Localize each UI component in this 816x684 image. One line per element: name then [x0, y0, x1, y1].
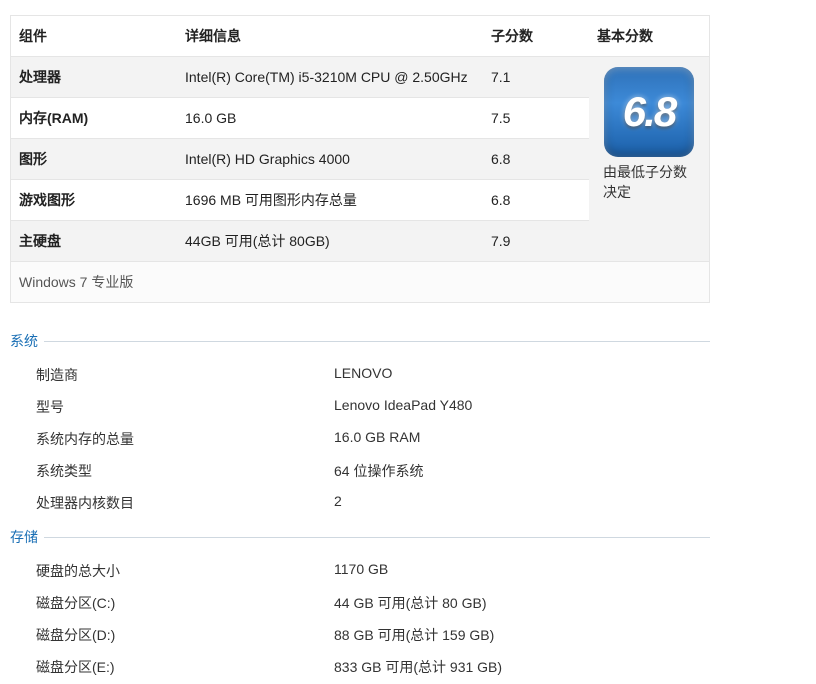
- kv-key: 制造商: [36, 365, 334, 385]
- list-item: 磁盘分区(D:) 88 GB 可用(总计 159 GB): [10, 619, 710, 651]
- kv-value: 44 GB 可用(总计 80 GB): [334, 593, 486, 613]
- storage-section: 存储 硬盘的总大小 1170 GB 磁盘分区(C:) 44 GB 可用(总计 8…: [10, 527, 710, 683]
- list-item: 硬盘的总大小 1170 GB: [10, 555, 710, 587]
- kv-value: 833 GB 可用(总计 931 GB): [334, 657, 502, 677]
- list-item: 系统类型 64 位操作系统: [10, 455, 710, 487]
- table-header-row: 组件 详细信息 子分数 基本分数: [11, 16, 710, 57]
- base-score-note: 由最低子分数决定: [597, 163, 701, 202]
- kv-value: 88 GB 可用(总计 159 GB): [334, 625, 494, 645]
- kv-value: 2: [334, 493, 342, 513]
- section-header-system: 系统: [10, 331, 710, 351]
- cell-component: 内存(RAM): [11, 98, 178, 139]
- section-rule: [44, 341, 710, 342]
- col-header-detail: 详细信息: [177, 16, 483, 57]
- table-row: 处理器 Intel(R) Core(TM) i5-3210M CPU @ 2.5…: [11, 57, 710, 98]
- cell-subscore: 7.5: [483, 98, 589, 139]
- kv-value: 16.0 GB RAM: [334, 429, 420, 449]
- kv-key: 系统内存的总量: [36, 429, 334, 449]
- section-title: 存储: [10, 527, 38, 547]
- kv-value: Lenovo IdeaPad Y480: [334, 397, 472, 417]
- kv-key: 硬盘的总大小: [36, 561, 334, 581]
- cell-detail: Intel(R) Core(TM) i5-3210M CPU @ 2.50GHz: [177, 57, 483, 98]
- os-edition-row: Windows 7 专业版: [11, 262, 710, 303]
- cell-detail: 1696 MB 可用图形内存总量: [177, 180, 483, 221]
- kv-value: 64 位操作系统: [334, 461, 423, 481]
- kv-value: 1170 GB: [334, 561, 388, 581]
- cell-subscore: 6.8: [483, 139, 589, 180]
- col-header-subscore: 子分数: [483, 16, 589, 57]
- kv-key: 磁盘分区(E:): [36, 657, 334, 677]
- cell-detail: Intel(R) HD Graphics 4000: [177, 139, 483, 180]
- list-item: 系统内存的总量 16.0 GB RAM: [10, 423, 710, 455]
- kv-key: 磁盘分区(D:): [36, 625, 334, 645]
- list-item: 型号 Lenovo IdeaPad Y480: [10, 391, 710, 423]
- cell-component: 处理器: [11, 57, 178, 98]
- list-item: 处理器内核数目 2: [10, 487, 710, 519]
- base-score-badge: 6.8: [604, 67, 694, 157]
- cell-subscore: 7.9: [483, 221, 589, 262]
- cell-subscore: 7.1: [483, 57, 589, 98]
- cell-detail: 44GB 可用(总计 80GB): [177, 221, 483, 262]
- base-score-value: 6.8: [623, 88, 675, 136]
- os-edition: Windows 7 专业版: [11, 262, 710, 303]
- col-header-basescore: 基本分数: [589, 16, 710, 57]
- cell-base-score: 6.8 由最低子分数决定: [589, 57, 710, 262]
- list-item: 制造商 LENOVO: [10, 359, 710, 391]
- kv-value: LENOVO: [334, 365, 392, 385]
- list-item: 磁盘分区(E:) 833 GB 可用(总计 931 GB): [10, 651, 710, 683]
- list-item: 磁盘分区(C:) 44 GB 可用(总计 80 GB): [10, 587, 710, 619]
- kv-key: 型号: [36, 397, 334, 417]
- wei-score-table: 组件 详细信息 子分数 基本分数 处理器 Intel(R) Core(TM) i…: [10, 15, 710, 303]
- cell-component: 图形: [11, 139, 178, 180]
- cell-component: 主硬盘: [11, 221, 178, 262]
- col-header-component: 组件: [11, 16, 178, 57]
- system-section: 系统 制造商 LENOVO 型号 Lenovo IdeaPad Y480 系统内…: [10, 331, 710, 519]
- cell-detail: 16.0 GB: [177, 98, 483, 139]
- kv-key: 磁盘分区(C:): [36, 593, 334, 613]
- kv-key: 处理器内核数目: [36, 493, 334, 513]
- section-title: 系统: [10, 331, 38, 351]
- section-rule: [44, 537, 710, 538]
- kv-key: 系统类型: [36, 461, 334, 481]
- cell-component: 游戏图形: [11, 180, 178, 221]
- section-header-storage: 存储: [10, 527, 710, 547]
- cell-subscore: 6.8: [483, 180, 589, 221]
